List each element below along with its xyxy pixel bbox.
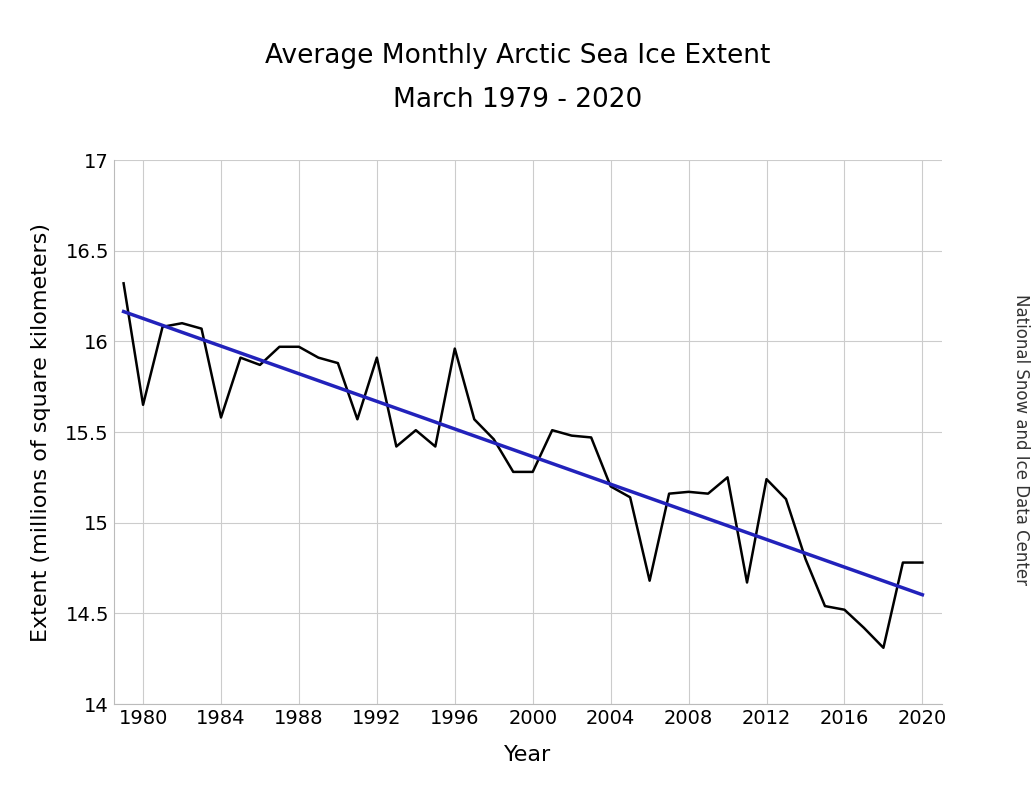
- Text: March 1979 - 2020: March 1979 - 2020: [393, 87, 642, 113]
- Y-axis label: Extent (millions of square kilometers): Extent (millions of square kilometers): [31, 222, 52, 642]
- Text: National Snow and Ice Data Center: National Snow and Ice Data Center: [1012, 294, 1030, 586]
- Text: Average Monthly Arctic Sea Ice Extent: Average Monthly Arctic Sea Ice Extent: [265, 43, 770, 69]
- X-axis label: Year: Year: [504, 745, 552, 765]
